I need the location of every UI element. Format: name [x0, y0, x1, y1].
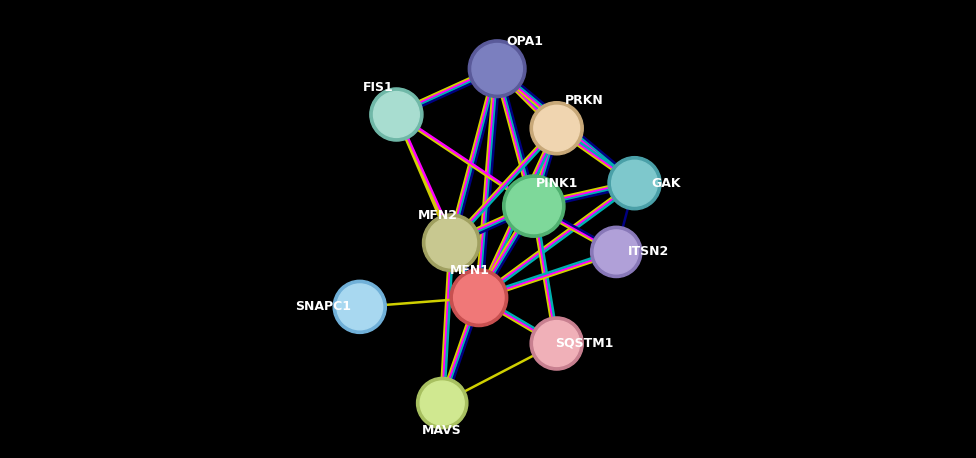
Circle shape	[503, 175, 565, 237]
Circle shape	[423, 214, 480, 272]
Text: FIS1: FIS1	[363, 81, 393, 93]
Circle shape	[450, 269, 508, 327]
Circle shape	[534, 105, 580, 151]
Circle shape	[421, 381, 465, 425]
Text: PRKN: PRKN	[565, 94, 603, 107]
Text: PINK1: PINK1	[536, 177, 578, 190]
Circle shape	[534, 321, 580, 366]
Text: ITSN2: ITSN2	[628, 245, 669, 258]
Circle shape	[590, 226, 642, 278]
Circle shape	[472, 44, 522, 94]
Circle shape	[374, 92, 420, 137]
Circle shape	[427, 218, 476, 268]
Text: GAK: GAK	[652, 177, 681, 190]
Text: SQSTM1: SQSTM1	[555, 337, 613, 350]
Circle shape	[468, 40, 526, 98]
Text: MAVS: MAVS	[423, 424, 462, 437]
Circle shape	[507, 179, 561, 234]
Circle shape	[454, 273, 504, 323]
Circle shape	[370, 88, 423, 141]
Circle shape	[530, 317, 584, 370]
Circle shape	[594, 230, 638, 274]
Circle shape	[612, 160, 658, 206]
Text: MFN2: MFN2	[418, 209, 458, 222]
Text: OPA1: OPA1	[507, 35, 543, 48]
Circle shape	[608, 157, 661, 210]
Circle shape	[530, 102, 584, 155]
Circle shape	[337, 284, 383, 330]
Circle shape	[417, 377, 468, 429]
Text: MFN1: MFN1	[450, 264, 490, 277]
Circle shape	[333, 280, 386, 333]
Text: SNAPC1: SNAPC1	[295, 300, 351, 313]
